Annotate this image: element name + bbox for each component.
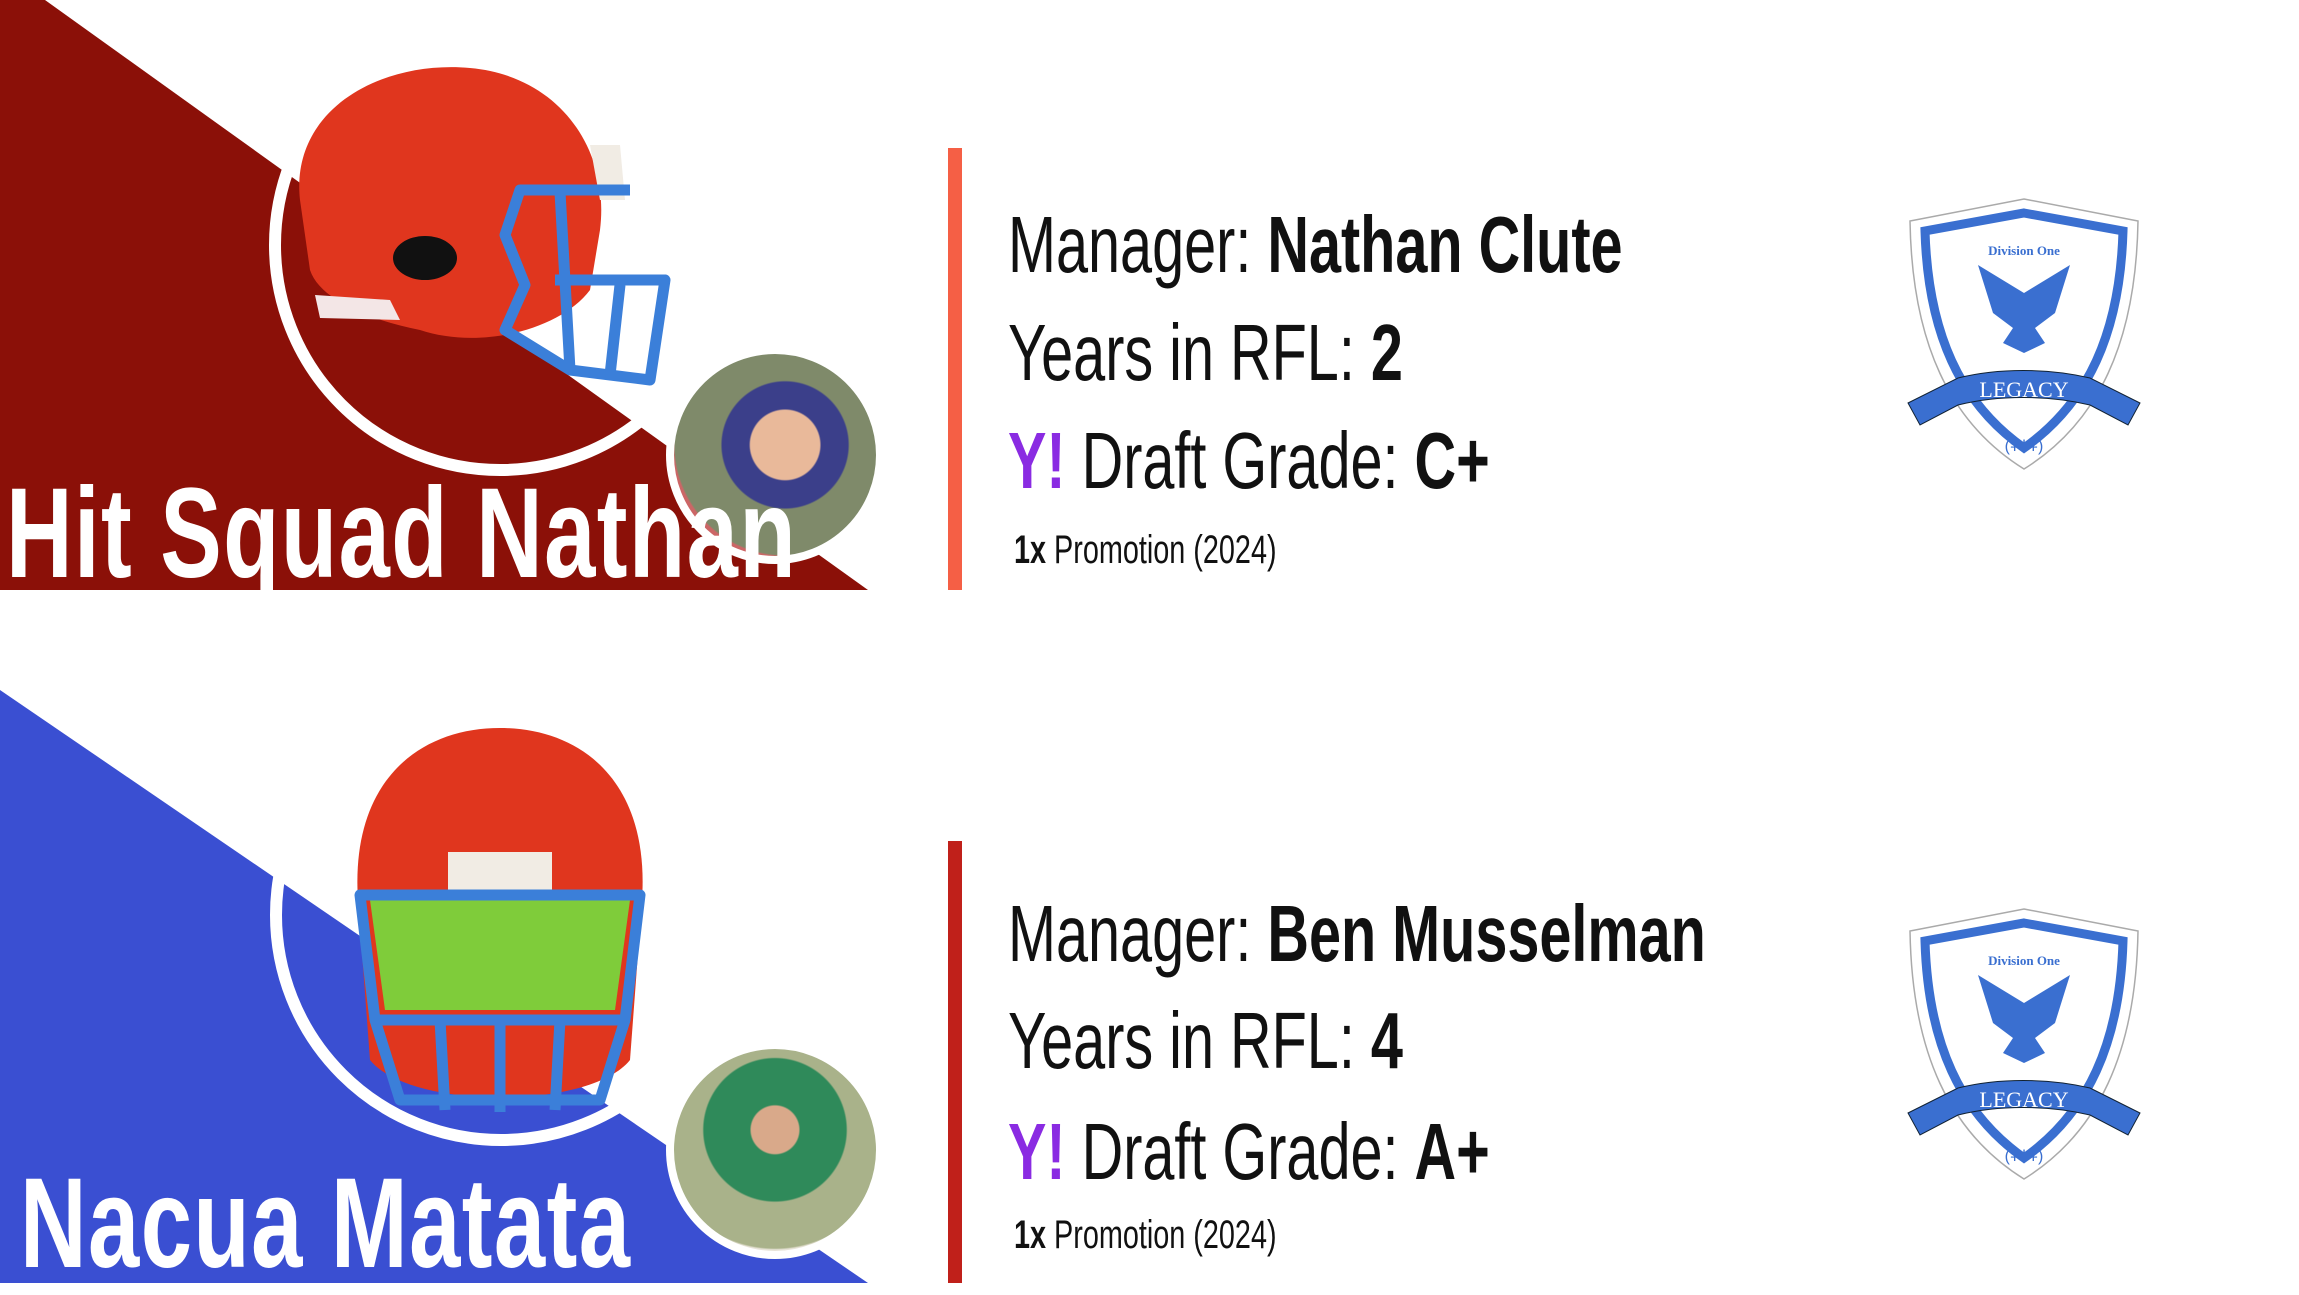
- grade-label: Draft Grade:: [1081, 1107, 1399, 1196]
- grade-value: C+: [1414, 416, 1490, 505]
- logo-division-text: Division One: [1988, 243, 2060, 258]
- manager-name: Ben Musselman: [1267, 889, 1706, 978]
- team2-manager-avatar: [666, 1041, 884, 1259]
- logo-banner-text: LEGACY: [1979, 1087, 2068, 1112]
- years-label: Years in RFL:: [1008, 308, 1355, 397]
- team2-division-logo: Division One LEGACY (ǂǂǂ): [1907, 908, 2141, 1180]
- football-icon: (ǂǂǂ): [2005, 1148, 2044, 1165]
- team2-draft-grade: Y! Draft Grade: A+: [1008, 1112, 1490, 1192]
- team1-promotion: 1x Promotion (2024): [1014, 528, 1277, 573]
- years-value: 4: [1370, 996, 1403, 1085]
- grade-value: A+: [1414, 1107, 1490, 1196]
- team2-manager: Manager: Ben Musselman: [1008, 894, 1706, 974]
- team2-accent-bar: [948, 841, 962, 1283]
- years-value: 2: [1370, 308, 1403, 397]
- team1-helmet-ring: [269, 14, 731, 476]
- promo-count: 1x: [1014, 1213, 1047, 1257]
- yahoo-logo: Y!: [1008, 416, 1066, 505]
- manager-label: Manager:: [1008, 889, 1252, 978]
- logo-banner-text: LEGACY: [1979, 377, 2068, 402]
- logo-division-text: Division One: [1988, 953, 2060, 968]
- team1-name: Hit Squad Nathan: [6, 462, 798, 605]
- eagle-icon: [1978, 975, 2070, 1063]
- manager-name: Nathan Clute: [1267, 200, 1623, 289]
- manager-label: Manager:: [1008, 200, 1252, 289]
- team2-promotion: 1x Promotion (2024): [1014, 1213, 1277, 1258]
- eagle-icon: [1978, 265, 2070, 353]
- yahoo-logo: Y!: [1008, 1107, 1066, 1196]
- team2-years: Years in RFL: 4: [1008, 1001, 1403, 1081]
- team1-years: Years in RFL: 2: [1008, 313, 1403, 393]
- football-icon: (ǂǂǂ): [2005, 438, 2044, 455]
- promo-count: 1x: [1014, 528, 1047, 572]
- team2-helmet-ring: [270, 684, 732, 1146]
- years-label: Years in RFL:: [1008, 996, 1355, 1085]
- team1-manager-avatar: [666, 346, 884, 564]
- team1-division-logo: Division One LEGACY (ǂǂǂ): [1907, 198, 2141, 470]
- team2-helmet-icon: [354, 728, 646, 1112]
- team1-accent-bar: [948, 148, 962, 590]
- grade-label: Draft Grade:: [1081, 416, 1399, 505]
- promo-text: Promotion (2024): [1054, 1213, 1277, 1257]
- team1-manager: Manager: Nathan Clute: [1008, 205, 1623, 285]
- team2-name: Nacua Matata: [20, 1152, 632, 1295]
- team1-helmet-icon: [299, 67, 671, 386]
- promo-text: Promotion (2024): [1054, 528, 1277, 572]
- team1-draft-grade: Y! Draft Grade: C+: [1008, 421, 1490, 501]
